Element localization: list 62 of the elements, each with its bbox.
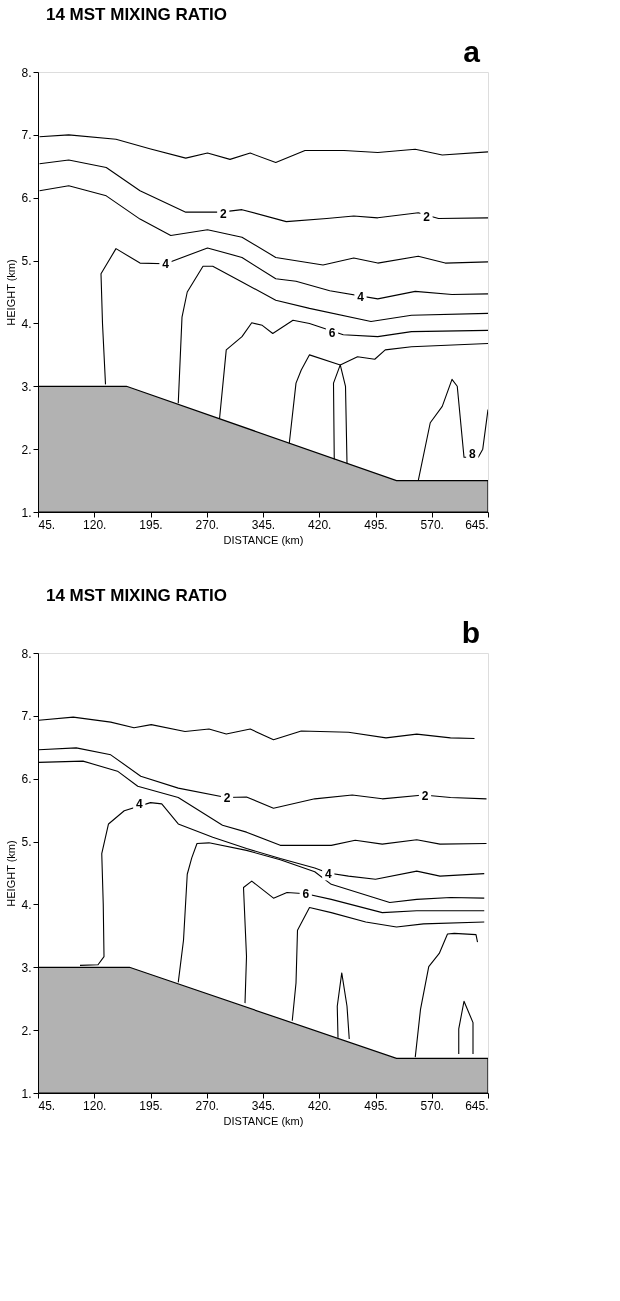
y-tick-label: 2. xyxy=(21,1023,32,1038)
annotation: 4 xyxy=(324,867,332,882)
x-tick-label: 345. xyxy=(251,1098,276,1113)
text: b xyxy=(461,616,480,649)
annotation: 4 xyxy=(162,256,170,271)
y-tick-label: 5. xyxy=(21,835,32,850)
y-tick-label: 8. xyxy=(21,646,32,661)
annotation: 4 xyxy=(357,290,365,305)
x-tick-label: 570. xyxy=(420,517,444,532)
x-tick-label: 570. xyxy=(420,1098,444,1113)
y-tick-label: 6. xyxy=(21,772,32,787)
x-tick-label: 420. xyxy=(308,517,332,532)
annotation: 6 xyxy=(328,326,336,341)
y-tick-label: 2. xyxy=(21,442,32,457)
annotation: 2 xyxy=(421,788,429,803)
x-tick-label: 195. xyxy=(139,1098,163,1113)
chart-title: 14 MST MIXING RATIO xyxy=(45,586,228,605)
x-tick-label: 270. xyxy=(195,517,219,532)
text: a xyxy=(463,35,481,68)
y-tick-label: 5. xyxy=(21,254,32,269)
line-series xyxy=(218,319,488,420)
x-tick-label: 120. xyxy=(83,517,107,532)
line-series xyxy=(177,265,488,404)
line-series xyxy=(291,907,485,1022)
annotation: 8 xyxy=(468,447,476,462)
y-tick-label: 3. xyxy=(21,960,32,975)
y-tick-label: 8. xyxy=(21,65,32,80)
y-tick-label: 4. xyxy=(21,316,32,331)
chart-title: 14 MST MIXING RATIO xyxy=(45,5,228,24)
y-tick-label: 4. xyxy=(21,897,32,912)
annotation: 4 xyxy=(135,796,143,811)
annotation: 6 xyxy=(302,887,310,902)
line-series xyxy=(336,972,350,1040)
x-tick-label: 195. xyxy=(139,517,163,532)
line-series xyxy=(100,247,488,385)
x-tick-label: 45. xyxy=(38,1098,56,1113)
x-axis-title: DISTANCE (km) xyxy=(223,533,304,546)
annotation: 2 xyxy=(423,210,431,225)
annotation: 2 xyxy=(223,790,231,805)
x-tick-label: 645. xyxy=(465,517,489,532)
y-tick-label: 7. xyxy=(21,128,32,143)
y-axis-title: HEIGHT (km) xyxy=(5,840,18,907)
y-tick-label: 3. xyxy=(21,379,32,394)
x-axis-title: DISTANCE (km) xyxy=(223,1114,304,1127)
line-series xyxy=(242,880,485,1004)
annotation: 2 xyxy=(219,207,227,222)
x-tick-label: 495. xyxy=(364,1098,388,1113)
x-tick-label: 270. xyxy=(195,1098,219,1113)
x-tick-label: 120. xyxy=(83,1098,107,1113)
y-tick-label: 1. xyxy=(21,1086,32,1101)
x-tick-label: 645. xyxy=(465,1098,489,1113)
y-tick-label: 1. xyxy=(21,505,32,520)
x-tick-label: 45. xyxy=(38,517,56,532)
y-tick-label: 7. xyxy=(21,709,32,724)
x-tick-label: 345. xyxy=(251,517,276,532)
x-tick-label: 420. xyxy=(308,1098,332,1113)
x-tick-label: 495. xyxy=(364,517,388,532)
line-series xyxy=(417,378,488,482)
y-axis-title: HEIGHT (km) xyxy=(5,259,18,326)
y-tick-label: 6. xyxy=(21,191,32,206)
line-series xyxy=(458,1000,474,1055)
line-series xyxy=(414,932,479,1058)
